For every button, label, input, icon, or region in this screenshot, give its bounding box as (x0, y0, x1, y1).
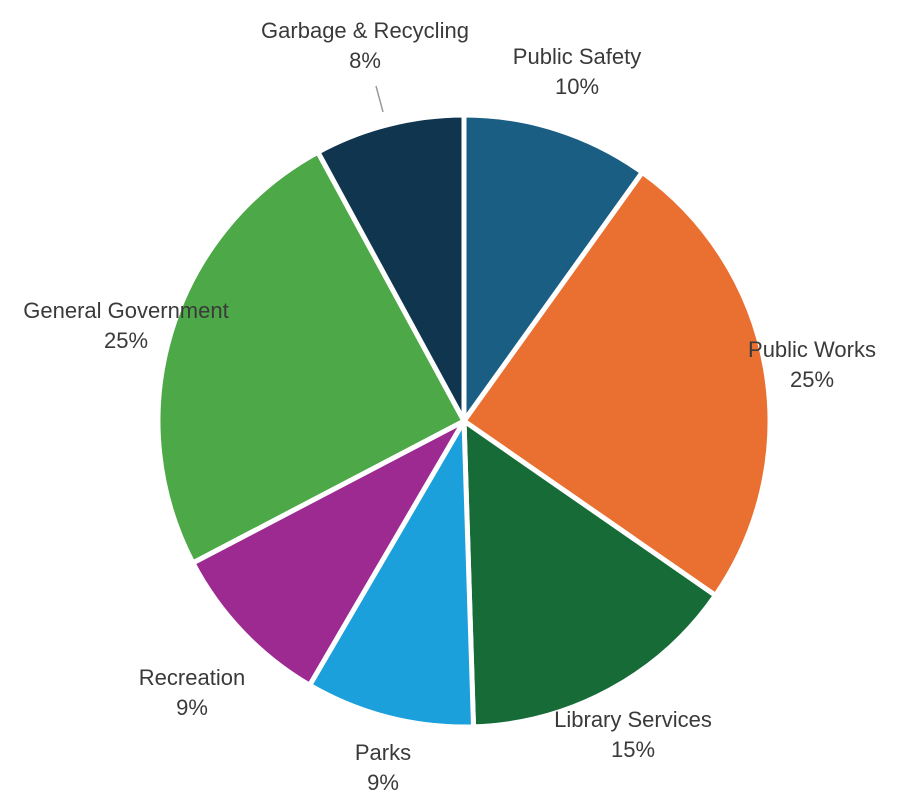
slice-percent-garbage-and-recycling: 8% (349, 48, 381, 73)
pie-slice-garbage-and-recycling (314, 112, 467, 423)
slice-percent-public-works: 25% (790, 367, 834, 392)
slice-label-public-works: Public Works (748, 337, 876, 362)
pie-slice-general-government (155, 148, 468, 567)
pie-slice-public-safety (461, 112, 646, 429)
pie-slices (155, 112, 773, 730)
slice-percent-parks: 9% (367, 770, 399, 795)
slice-label-garbage-and-recycling: Garbage & Recycling (261, 18, 469, 43)
garbage-recycling-leader-line (375, 85, 384, 113)
slice-label-general-government: General Government (23, 298, 228, 323)
slice-label-recreation: Recreation (139, 665, 245, 690)
pie-slice-recreation (189, 414, 471, 689)
pie-slice-parks (306, 412, 477, 730)
slice-label-parks: Parks (355, 740, 411, 765)
slice-percent-public-safety: 10% (555, 74, 599, 99)
slice-label-public-safety: Public Safety (513, 44, 641, 69)
pie-slice-public-works (460, 168, 773, 599)
slice-percent-general-government: 25% (104, 328, 148, 353)
slice-label-library-services: Library Services (554, 707, 712, 732)
pie-labels: Public Safety 10% Public Works 25% Library S… (23, 18, 876, 795)
slice-percent-recreation: 9% (176, 695, 208, 720)
slice-percent-library-services: 15% (611, 737, 655, 762)
pie-slice-library-services (461, 416, 719, 730)
